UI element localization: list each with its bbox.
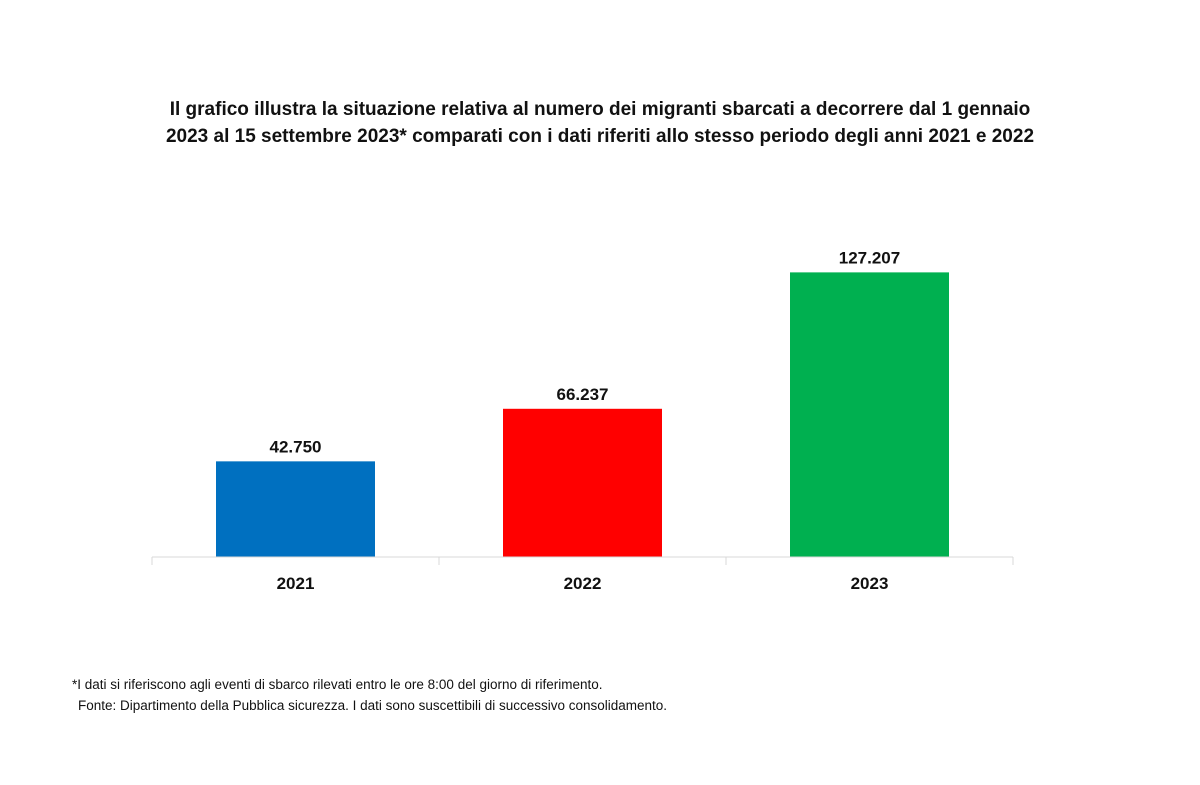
data-label: 42.750 [270,437,322,456]
chart-title: Il grafico illustra la situazione relati… [165,99,1035,147]
data-label: 66.237 [557,385,609,404]
source-note: Fonte: Dipartimento della Pubblica sicur… [78,698,668,713]
bar-2023 [790,272,949,557]
bar-2021 [216,461,375,557]
x-tick-label: 2023 [851,574,889,593]
x-tick-label: 2022 [564,574,602,593]
bar-2022 [503,408,662,557]
x-tick-label: 2021 [277,574,315,593]
data-label: 127.207 [839,248,900,267]
footnote: *I dati si riferiscono agli eventi di sb… [72,677,603,692]
